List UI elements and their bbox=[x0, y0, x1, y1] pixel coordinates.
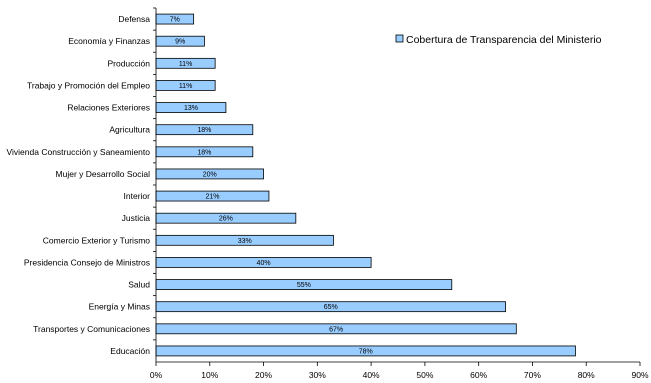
bar-value-label: 18% bbox=[197, 127, 211, 134]
category-label: Defensa bbox=[118, 14, 150, 24]
bar-value-label: 65% bbox=[324, 304, 338, 311]
bar-value-label: 7% bbox=[170, 17, 180, 24]
category-label: Energía y Minas bbox=[89, 302, 150, 312]
category-label: Trabajo y Promoción del Empleo bbox=[27, 80, 150, 90]
category-label: Transportes y Comunicaciones bbox=[33, 324, 150, 334]
category-label: Comercio Exterior y Turismo bbox=[43, 235, 150, 245]
bar-value-label: 55% bbox=[297, 282, 311, 289]
bar-value-label: 11% bbox=[179, 83, 193, 90]
x-tick-label: 0% bbox=[150, 370, 163, 380]
category-label: Justicia bbox=[122, 213, 151, 223]
legend: Cobertura de Transparencia del Ministeri… bbox=[395, 34, 602, 46]
x-tick-label: 60% bbox=[470, 370, 487, 380]
legend-swatch bbox=[395, 34, 404, 43]
legend-label: Cobertura de Transparencia del Ministeri… bbox=[406, 34, 602, 46]
bar-value-label: 21% bbox=[205, 194, 219, 201]
bar-value-label: 9% bbox=[175, 39, 185, 46]
x-tick-label: 50% bbox=[416, 370, 433, 380]
bar-value-label: 78% bbox=[359, 348, 373, 355]
x-tick-label: 40% bbox=[363, 370, 380, 380]
x-tick-label: 20% bbox=[255, 370, 272, 380]
category-label: Economía y Finanzas bbox=[68, 36, 150, 46]
x-tick-label: 80% bbox=[578, 370, 595, 380]
category-label: Producción bbox=[107, 58, 150, 68]
bar-value-label: 18% bbox=[197, 149, 211, 156]
category-label: Salud bbox=[128, 280, 150, 290]
bars-layer: 7% Defensa 9% Economía y Finanzas 11% Producc… bbox=[7, 13, 576, 357]
x-tick-label: 70% bbox=[524, 370, 541, 380]
category-label: Presidencia Consejo de Ministros bbox=[24, 257, 150, 267]
bar-value-label: 33% bbox=[238, 238, 252, 245]
bar-value-label: 13% bbox=[184, 105, 198, 112]
category-label: Mujer y Desarrollo Social bbox=[56, 169, 151, 179]
category-label: Vivienda Construcción y Saneamiento bbox=[7, 147, 151, 157]
category-label: Interior bbox=[124, 191, 151, 201]
bar-value-label: 11% bbox=[179, 61, 193, 68]
bar-value-label: 26% bbox=[219, 216, 233, 223]
bar-value-label: 67% bbox=[329, 326, 343, 333]
x-tick-label: 10% bbox=[201, 370, 218, 380]
x-axis: 0% 10% 20% 30% 40% 50% 60% 70% 80% 90% bbox=[150, 7, 649, 380]
x-tick-label: 90% bbox=[631, 370, 648, 380]
bar-value-label: 20% bbox=[203, 171, 217, 178]
category-label: Educación bbox=[110, 346, 150, 356]
x-tick-label: 30% bbox=[309, 370, 326, 380]
category-label: Relaciones Exteriores bbox=[67, 103, 150, 113]
category-label: Agricultura bbox=[109, 125, 150, 135]
bar-value-label: 40% bbox=[257, 260, 271, 267]
